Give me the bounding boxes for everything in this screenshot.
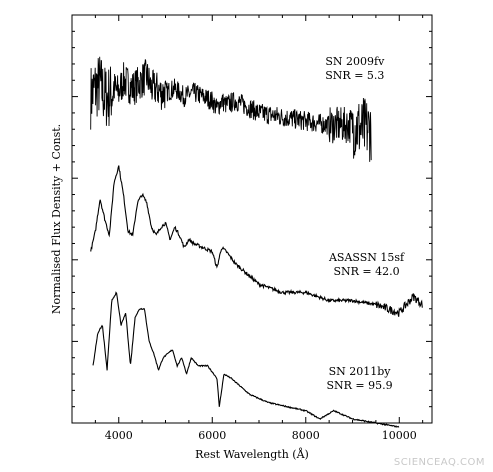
plot-frame — [71, 14, 433, 424]
y-axis-ticks — [72, 14, 432, 424]
x-tick-label: 6000 — [198, 429, 226, 442]
x-axis-ticks: 4000 6000 8000 10000 — [71, 15, 424, 442]
series-name-label: ASASSN 15sf — [328, 251, 405, 264]
series-snr-label: SNR = 42.0 — [333, 265, 399, 278]
spectrum-line — [90, 165, 423, 317]
x-tick-label: 8000 — [292, 429, 320, 442]
series-snr-label: SNR = 5.3 — [325, 69, 384, 82]
watermark-text: SCIENCEAQ.COM — [393, 457, 485, 468]
x-axis-label: Rest Wavelength (Å) — [195, 447, 309, 461]
series-snr-label: SNR = 95.9 — [326, 379, 392, 392]
spectrum-line — [90, 56, 372, 162]
series-name-label: SN 2009fv — [325, 55, 385, 68]
spectrum-line — [92, 291, 400, 428]
series-name-label: SN 2011by — [329, 365, 392, 378]
x-tick-label: 4000 — [105, 429, 133, 442]
y-axis-label: Normalised Flux Density + Const. — [50, 124, 63, 314]
x-tick-label: 10000 — [382, 429, 417, 442]
